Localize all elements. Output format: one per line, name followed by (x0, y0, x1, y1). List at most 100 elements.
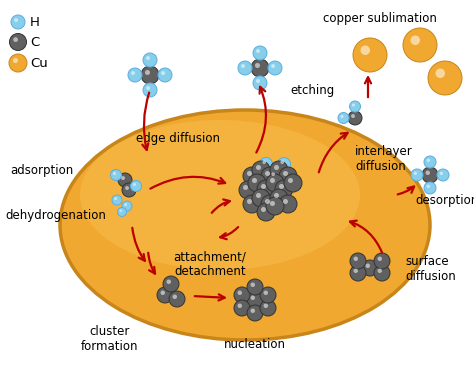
Circle shape (361, 46, 370, 55)
Circle shape (243, 167, 261, 185)
Circle shape (133, 183, 136, 186)
Circle shape (143, 53, 157, 67)
Circle shape (110, 169, 121, 181)
Circle shape (440, 172, 443, 175)
Circle shape (426, 171, 430, 175)
Circle shape (114, 197, 117, 200)
Circle shape (131, 71, 135, 75)
Circle shape (265, 171, 270, 176)
Circle shape (113, 172, 116, 175)
Ellipse shape (80, 120, 360, 270)
Circle shape (112, 195, 122, 205)
Circle shape (121, 176, 125, 180)
Text: edge diffusion: edge diffusion (136, 132, 220, 144)
Circle shape (157, 287, 173, 303)
Circle shape (145, 70, 150, 75)
Circle shape (265, 199, 270, 204)
Circle shape (13, 37, 18, 42)
Circle shape (237, 304, 242, 308)
Circle shape (169, 291, 185, 307)
Circle shape (253, 76, 267, 90)
Text: surface
diffusion: surface diffusion (405, 255, 456, 283)
Text: dehydrogenation: dehydrogenation (5, 208, 106, 221)
Text: C: C (30, 36, 39, 49)
Circle shape (256, 49, 260, 53)
Circle shape (264, 304, 268, 308)
Circle shape (243, 185, 248, 190)
Circle shape (247, 292, 263, 308)
Circle shape (261, 195, 279, 213)
Circle shape (128, 68, 142, 82)
Text: desorption: desorption (415, 193, 474, 206)
Circle shape (270, 201, 275, 206)
Circle shape (349, 101, 361, 112)
Circle shape (166, 279, 171, 284)
Circle shape (377, 257, 382, 261)
Circle shape (255, 63, 260, 68)
Circle shape (248, 174, 266, 192)
Circle shape (247, 171, 252, 176)
Circle shape (374, 265, 390, 281)
Text: attachment/
detachment: attachment/ detachment (173, 250, 246, 278)
Circle shape (260, 287, 276, 303)
Circle shape (266, 174, 284, 192)
Circle shape (270, 189, 288, 207)
Circle shape (350, 265, 366, 281)
Text: cluster
formation: cluster formation (81, 325, 139, 353)
Circle shape (268, 61, 282, 75)
Text: etching: etching (290, 83, 334, 96)
Circle shape (251, 309, 255, 313)
Text: H: H (30, 15, 40, 28)
Circle shape (436, 68, 445, 78)
Text: copper sublimation: copper sublimation (323, 12, 437, 25)
Circle shape (374, 253, 390, 269)
Text: adsorption: adsorption (10, 163, 73, 177)
Circle shape (14, 18, 18, 22)
Circle shape (158, 68, 172, 82)
Circle shape (118, 173, 132, 187)
Circle shape (274, 165, 279, 170)
Circle shape (163, 276, 179, 292)
Circle shape (9, 54, 27, 72)
Circle shape (252, 178, 257, 183)
Circle shape (251, 295, 255, 300)
Circle shape (411, 169, 423, 181)
Circle shape (422, 167, 438, 183)
Circle shape (283, 199, 288, 204)
Circle shape (428, 61, 462, 95)
Circle shape (243, 195, 261, 213)
Circle shape (241, 64, 245, 68)
Circle shape (362, 260, 378, 276)
Circle shape (427, 159, 430, 162)
Ellipse shape (60, 110, 430, 340)
Circle shape (173, 294, 177, 299)
Circle shape (143, 83, 157, 97)
Circle shape (252, 189, 270, 207)
Circle shape (247, 305, 263, 321)
Circle shape (253, 46, 267, 60)
Circle shape (264, 291, 268, 295)
Circle shape (259, 157, 273, 171)
Text: nucleation: nucleation (224, 338, 286, 351)
Circle shape (280, 160, 284, 164)
Circle shape (271, 172, 275, 176)
Circle shape (338, 113, 349, 123)
Circle shape (351, 114, 355, 118)
Circle shape (340, 115, 344, 118)
Circle shape (122, 183, 136, 197)
Circle shape (118, 208, 127, 217)
Circle shape (141, 66, 159, 84)
Circle shape (161, 71, 165, 75)
Circle shape (13, 58, 18, 63)
Circle shape (353, 38, 387, 72)
Circle shape (354, 269, 358, 273)
Circle shape (234, 287, 250, 303)
Circle shape (261, 184, 266, 189)
Circle shape (251, 59, 269, 77)
Circle shape (271, 64, 275, 68)
Circle shape (146, 86, 150, 90)
Circle shape (251, 282, 255, 287)
Circle shape (279, 195, 297, 213)
Circle shape (283, 171, 288, 176)
Circle shape (263, 160, 266, 164)
